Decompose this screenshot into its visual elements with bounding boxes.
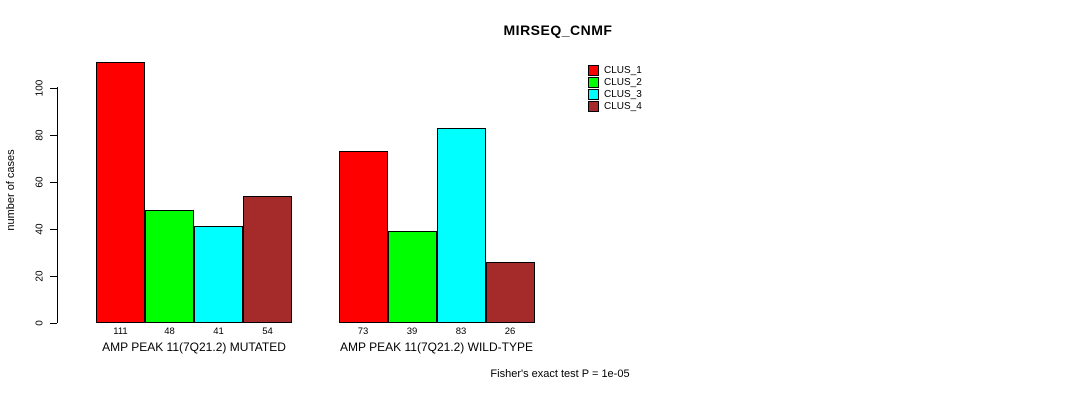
bar-value-label: 39: [406, 326, 418, 337]
bar-clus_2-group1: [145, 209, 194, 323]
y-axis-line: [57, 87, 58, 323]
bar-value-label: 41: [213, 326, 224, 337]
bar-clus_1-group1: [96, 61, 145, 323]
bar-clus_1-group2: [338, 151, 388, 323]
y-tick: [50, 229, 57, 230]
chart-title: MIRSEQ_CNMF: [503, 22, 613, 38]
y-axis-label: number of cases: [5, 149, 17, 231]
legend-swatch: [588, 76, 599, 88]
legend-item-clus_3: CLUS_3: [588, 88, 642, 100]
bar-value-label: 48: [164, 326, 175, 337]
y-tick-label: 80: [34, 129, 46, 141]
legend-swatch: [588, 100, 599, 112]
bar-clus_3-group2: [436, 127, 486, 323]
bar-clus_4-group1: [243, 195, 292, 323]
bar-value-label: 73: [357, 326, 369, 337]
y-tick: [50, 323, 57, 324]
y-tick: [50, 182, 57, 183]
bar-clus_3-group1: [194, 226, 243, 323]
stat-annotation: Fisher's exact test P = 1e-05: [490, 368, 630, 380]
y-tick-label: 0: [34, 320, 46, 326]
y-tick-label: 20: [34, 270, 46, 282]
y-tick-label: 40: [34, 223, 46, 235]
group-label: AMP PEAK 11(7Q21.2) MUTATED: [102, 340, 286, 354]
bar-value-label: 111: [113, 326, 128, 337]
legend-item-clus_4: CLUS_4: [588, 100, 642, 112]
legend: CLUS_1 CLUS_2 CLUS_3 CLUS_4: [588, 64, 642, 112]
bar-clus_4-group2: [485, 261, 535, 323]
bar-clus_2-group2: [387, 231, 437, 323]
bar-value-label: 54: [262, 326, 273, 337]
bar-value-label: 83: [455, 326, 467, 337]
legend-label: CLUS_1: [604, 64, 642, 76]
legend-swatch: [588, 64, 599, 76]
bar-value-label: 26: [504, 326, 516, 337]
y-tick-label: 100: [34, 79, 46, 97]
y-tick-label: 60: [34, 176, 46, 188]
legend-item-clus_2: CLUS_2: [588, 76, 642, 88]
y-tick: [50, 276, 57, 277]
group-label: AMP PEAK 11(7Q21.2) WILD-TYPE: [340, 340, 533, 354]
legend-label: CLUS_3: [604, 88, 642, 100]
legend-label: CLUS_4: [604, 100, 642, 112]
y-tick: [50, 135, 57, 136]
legend-item-clus_1: CLUS_1: [588, 64, 642, 76]
legend-swatch: [588, 88, 599, 100]
legend-label: CLUS_2: [604, 76, 642, 88]
y-tick: [50, 88, 57, 89]
